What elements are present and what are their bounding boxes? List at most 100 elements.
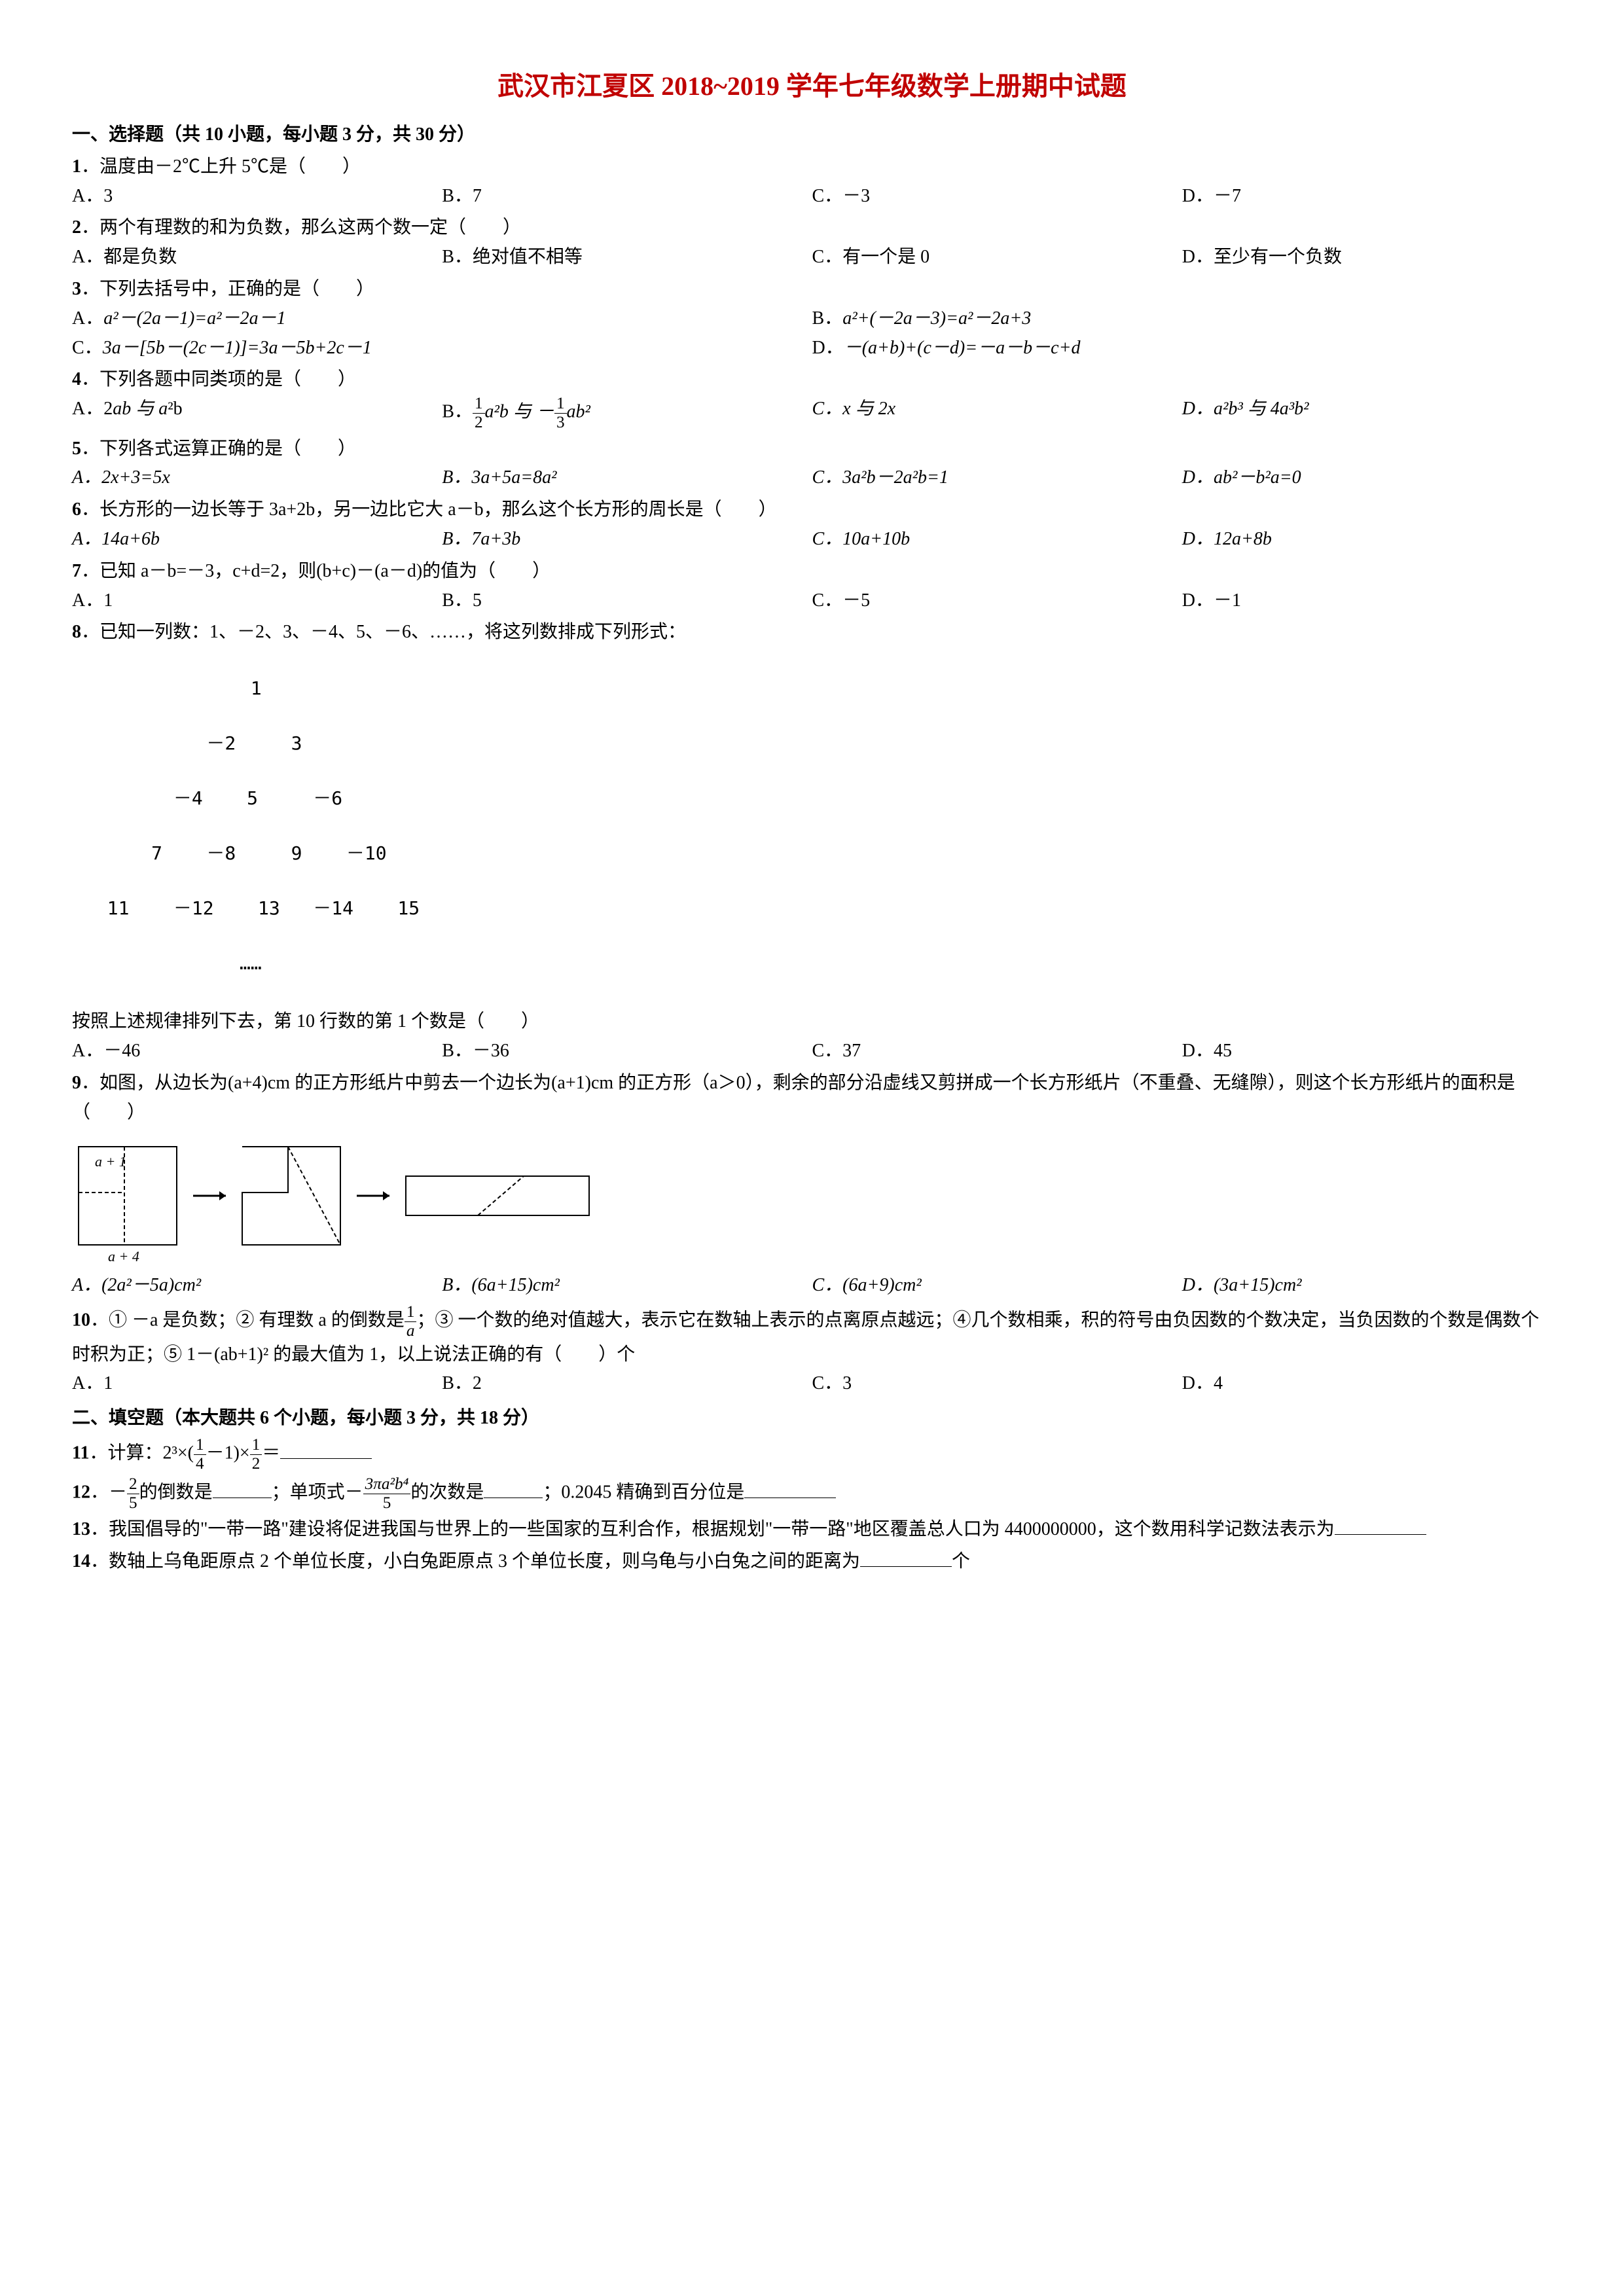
- q3-text: ．下列去括号中，正确的是（ ）: [81, 279, 374, 299]
- q12-mid3: 的次数是: [410, 1482, 484, 1503]
- q14-text-pre: ．数轴上乌龟距原点 2 个单位长度，小白兔距原点 3 个单位长度，则乌龟与小白兔…: [90, 1551, 860, 1571]
- q12-pre: ．－: [90, 1482, 127, 1503]
- q8-num: 8: [72, 622, 81, 642]
- page-title: 武汉市江夏区 2018~2019 学年七年级数学上册期中试题: [72, 65, 1552, 107]
- q5-optA: A．2x+3=5x: [72, 463, 442, 493]
- q10-optB: B．2: [442, 1369, 812, 1399]
- q3-num: 3: [72, 279, 81, 299]
- q8-text: ．已知一列数：1、－2、3、－4、5、－6、……，将这列数排成下列形式：: [81, 622, 686, 642]
- q9-options: A．(2a²－5a)cm² B．(6a+15)cm² C．(6a+9)cm² D…: [72, 1271, 1552, 1300]
- q2-num: 2: [72, 217, 81, 238]
- question-2: 2．两个有理数的和为负数，那么这两个数一定（ ）: [72, 213, 1552, 243]
- q12-mid4: ；0.2045 精确到百分位是: [543, 1482, 744, 1503]
- q5-num: 5: [72, 439, 81, 459]
- q1-options: A．3 B．7 C．－3 D．－7: [72, 182, 1552, 211]
- q4-num: 4: [72, 369, 81, 389]
- q9-optD: D．(3a+15)cm²: [1182, 1271, 1552, 1300]
- question-12: 12．－25的倒数是；单项式－3πa²b⁴5的次数是；0.2045 精确到百分位…: [72, 1475, 1552, 1512]
- q9-figure: a + 1 a + 4: [72, 1134, 1552, 1265]
- q12-num: 12: [72, 1482, 90, 1503]
- q6-optB: B．7a+3b: [442, 525, 812, 554]
- q8-row4: 7 －8 9 －10: [85, 840, 1552, 867]
- question-8: 8．已知一列数：1、－2、3、－4、5、－6、……，将这列数排成下列形式：: [72, 618, 1552, 647]
- q4-optD: D．a²b³ 与 4a³b²: [1182, 395, 1552, 431]
- q10-options: A．1 B．2 C．3 D．4: [72, 1369, 1552, 1399]
- q12-mid1: 的倒数是: [139, 1482, 213, 1503]
- q8-row6: ……: [85, 950, 1552, 977]
- q4-optC: C．x 与 2x: [812, 395, 1182, 431]
- q1-text: ．温度由－2℃上升 5℃是（ ）: [81, 156, 361, 177]
- q5-optD: D．ab²－b²a=0: [1182, 463, 1552, 493]
- q10-optD: D．4: [1182, 1369, 1552, 1399]
- q6-optC: C．10a+10b: [812, 525, 1182, 554]
- q12-mid2: ；单项式－: [272, 1482, 363, 1503]
- q1-optA: A．3: [72, 182, 442, 211]
- q7-text: ．已知 a－b=－3，c+d=2，则(b+c)－(a－d)的值为（ ）: [81, 561, 550, 581]
- q8-row5: 11 －12 13 －14 15: [85, 895, 1552, 922]
- q11-pre: ．计算：2³×(: [89, 1443, 194, 1463]
- question-4: 4．下列各题中同类项的是（ ）: [72, 365, 1552, 395]
- q11-blank: [280, 1440, 372, 1459]
- question-13: 13．我国倡导的"一带一路"建设将促进我国与世界上的一些国家的互利合作，根据规划…: [72, 1515, 1552, 1545]
- q2-text: ．两个有理数的和为负数，那么这两个数一定（ ）: [81, 217, 521, 238]
- section2-header: 二、填空题（本大题共 6 个小题，每小题 3 分，共 18 分）: [72, 1404, 1552, 1433]
- q7-optA: A．1: [72, 586, 442, 616]
- q13-text: ．我国倡导的"一带一路"建设将促进我国与世界上的一些国家的互利合作，根据规划"一…: [90, 1519, 1335, 1539]
- q8-optA: A．－46: [72, 1037, 442, 1066]
- q9-label-a4: a + 4: [108, 1248, 139, 1265]
- q6-text: ．长方形的一边长等于 3a+2b，另一边比它大 a－b，那么这个长方形的周长是（…: [81, 499, 777, 520]
- q10-optA: A．1: [72, 1369, 442, 1399]
- q13-num: 13: [72, 1519, 90, 1539]
- question-14: 14．数轴上乌龟距原点 2 个单位长度，小白兔距原点 3 个单位长度，则乌龟与小…: [72, 1547, 1552, 1577]
- q8-row2: －2 3: [85, 730, 1552, 757]
- question-10: 10．① －a 是负数；② 有理数 a 的倒数是1a；③ 一个数的绝对值越大，表…: [72, 1303, 1552, 1369]
- q9-svg: a + 1 a + 4: [72, 1134, 609, 1265]
- q9-optC: C．(6a+9)cm²: [812, 1271, 1182, 1300]
- q6-num: 6: [72, 499, 81, 520]
- question-1: 1．温度由－2℃上升 5℃是（ ）: [72, 152, 1552, 182]
- q4-optA: A．2ab 与 a²b: [72, 395, 442, 431]
- q8-text2: 按照上述规律排列下去，第 10 行数的第 1 个数是（ ）: [72, 1007, 1552, 1037]
- q2-optA: A．都是负数: [72, 243, 442, 272]
- q1-optC: C．－3: [812, 182, 1182, 211]
- q8-optD: D．45: [1182, 1037, 1552, 1066]
- q7-optB: B．5: [442, 586, 812, 616]
- q14-blank: [860, 1548, 952, 1567]
- q7-num: 7: [72, 561, 81, 581]
- q14-text-suf: 个: [952, 1551, 970, 1571]
- q8-optB: B．－36: [442, 1037, 812, 1066]
- question-5: 5．下列各式运算正确的是（ ）: [72, 435, 1552, 464]
- q12-blank3: [744, 1479, 836, 1498]
- question-7: 7．已知 a－b=－3，c+d=2，则(b+c)－(a－d)的值为（ ）: [72, 557, 1552, 586]
- q9-optA: A．(2a²－5a)cm²: [72, 1271, 442, 1300]
- question-9: 9．如图，从边长为(a+4)cm 的正方形纸片中剪去一个边长为(a+1)cm 的…: [72, 1069, 1552, 1128]
- question-3: 3．下列去括号中，正确的是（ ）: [72, 275, 1552, 304]
- question-11: 11．计算：2³×(14－1)×12＝: [72, 1436, 1552, 1473]
- q9-label-a1: a + 1: [95, 1153, 126, 1170]
- q8-triangle: 1 －2 3 －4 5 －6 7 －8 9 －10 11 －12 13 －14 …: [85, 647, 1552, 1005]
- q8-row1: 1: [85, 675, 1552, 702]
- q5-optB: B．3a+5a=8a²: [442, 463, 812, 493]
- q3-optC: C．3a－[5b－(2c－1)]=3a－5b+2c－1: [72, 334, 812, 363]
- q11-mid2: ＝: [262, 1443, 280, 1463]
- q7-options: A．1 B．5 C．－5 D．－1: [72, 586, 1552, 616]
- q9-text: ．如图，从边长为(a+4)cm 的正方形纸片中剪去一个边长为(a+1)cm 的正…: [72, 1073, 1515, 1122]
- q10-optC: C．3: [812, 1369, 1182, 1399]
- q10-num: 10: [72, 1310, 90, 1331]
- q4-text: ．下列各题中同类项的是（ ）: [81, 369, 356, 389]
- q6-optA: A．14a+6b: [72, 525, 442, 554]
- q13-blank: [1335, 1516, 1426, 1535]
- q4-optB: B．12a²b 与 －13ab²: [442, 395, 812, 431]
- q2-options: A．都是负数 B．绝对值不相等 C．有一个是 0 D．至少有一个负数: [72, 243, 1552, 272]
- q1-optB: B．7: [442, 182, 812, 211]
- q12-blank1: [213, 1479, 272, 1498]
- q2-optD: D．至少有一个负数: [1182, 243, 1552, 272]
- q5-optC: C．3a²b－2a²b=1: [812, 463, 1182, 493]
- q7-optD: D．－1: [1182, 586, 1552, 616]
- q1-optD: D．－7: [1182, 182, 1552, 211]
- q9-num: 9: [72, 1073, 81, 1093]
- q3-optB: B．a²+(－2a－3)=a²－2a+3: [812, 304, 1553, 334]
- q5-options: A．2x+3=5x B．3a+5a=8a² C．3a²b－2a²b=1 D．ab…: [72, 463, 1552, 493]
- q12-blank2: [484, 1479, 543, 1498]
- q14-num: 14: [72, 1551, 90, 1571]
